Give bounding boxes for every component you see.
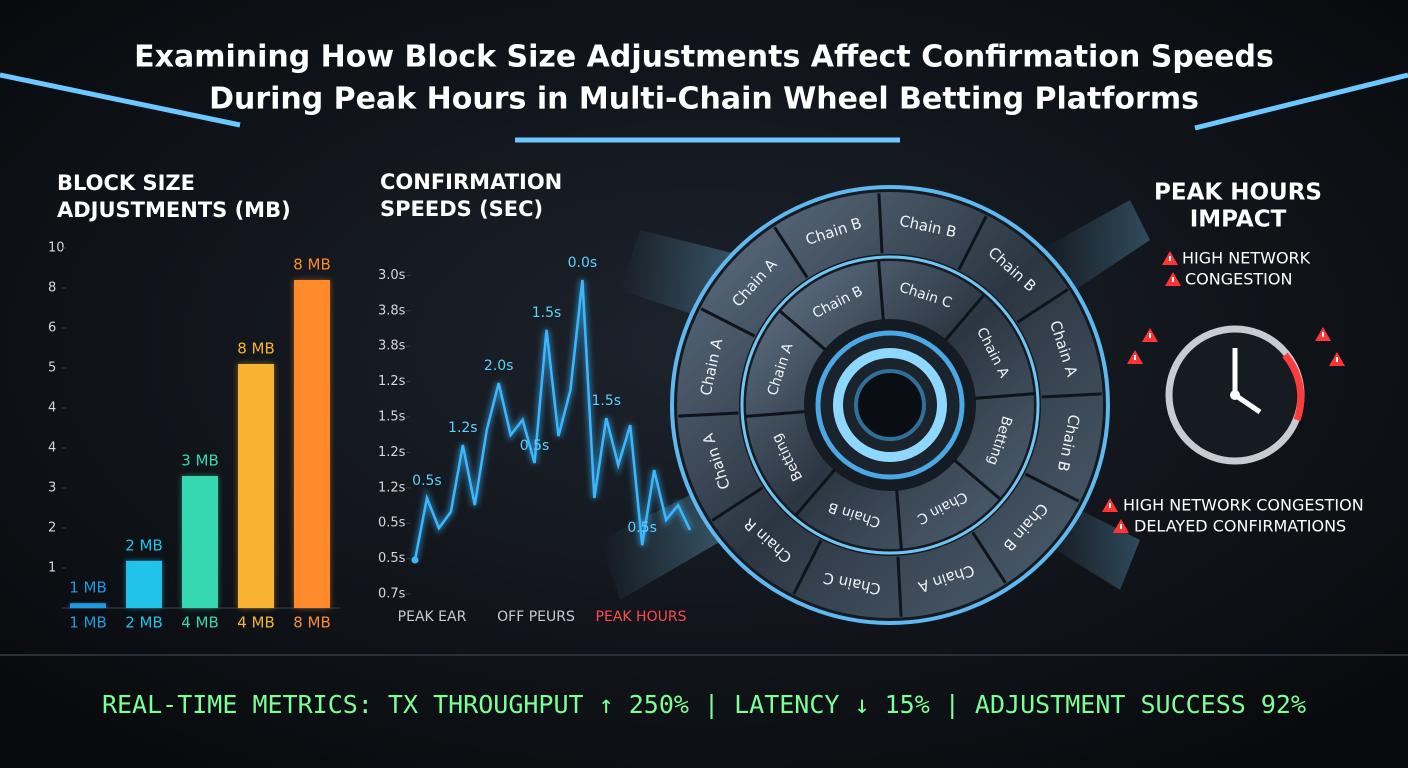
line	[413, 279, 692, 561]
point	[411, 556, 419, 564]
inner-ring	[746, 261, 1034, 549]
clock	[1165, 325, 1305, 465]
y-tick-label: 1.2s	[378, 445, 406, 460]
segment-divider	[971, 531, 1007, 584]
bar	[294, 280, 330, 608]
segment-divider	[678, 411, 739, 418]
alert-text: DELAYED CONFIRMATIONS	[1134, 517, 1346, 536]
x-label: OFF PEURS	[497, 609, 575, 625]
bar	[126, 560, 162, 608]
chart-title: ADJUSTMENTS (MB)	[57, 198, 291, 222]
y-tick-label: 3.8s	[378, 303, 406, 318]
light-ray	[1040, 200, 1150, 300]
title: Examining How Block Size Adjustments Aff…	[134, 40, 1274, 75]
clock-hand	[1233, 392, 1262, 415]
segment-divider	[745, 410, 806, 418]
segment-divider	[944, 293, 986, 342]
bar-label: 8 MB	[293, 256, 331, 274]
segment-divider	[778, 309, 827, 351]
title: During Peak Hours in Multi-Chain Wheel B…	[209, 82, 1199, 117]
annotation: 0.5s	[520, 438, 550, 454]
bar	[182, 476, 218, 608]
alert-text: CONGESTION	[1185, 270, 1292, 289]
y-tick-label: 6	[48, 321, 56, 336]
segment-divider	[877, 193, 884, 254]
y-tick-label: 10	[48, 241, 65, 256]
y-tick-label: 0.5s	[378, 516, 406, 531]
y-tick-label: 3.8s	[378, 339, 406, 354]
y-tick-label: 1.5s	[378, 410, 406, 425]
segment-divider	[792, 539, 823, 595]
annotation: 2.0s	[484, 358, 514, 374]
segment-divider	[1041, 392, 1102, 399]
hub-hole	[854, 369, 926, 441]
clock-alert-arc	[1282, 352, 1305, 422]
y-tick-label: 1.2s	[378, 480, 406, 495]
segment-divider	[877, 260, 885, 321]
x-tick-label: 4 MB	[181, 614, 219, 632]
annotation: 0.5s	[412, 473, 442, 489]
chart-title: CONFIRMATION	[380, 170, 562, 194]
light-beam	[1194, 72, 1408, 131]
hub-ring	[833, 348, 947, 462]
chart-title: BLOCK SIZE	[57, 171, 195, 195]
x-tick-label: 1 MB	[69, 614, 107, 632]
footer-metrics: REAL-TIME METRICS: TX THROUGHPUT ↑ 250% …	[102, 690, 1306, 719]
y-tick-label: 1.2s	[378, 374, 406, 389]
y-tick-label: 2	[48, 521, 56, 536]
y-tick-label: 3	[48, 481, 56, 496]
annotation: 1.2s	[448, 420, 478, 436]
annotation: 1.5s	[532, 305, 562, 321]
x-label: PEAK HOURS	[596, 609, 687, 625]
x-label: PEAK EAR	[398, 609, 467, 625]
outer-ring	[677, 192, 1103, 618]
y-tick-label: 3.0s	[378, 268, 406, 283]
y-tick-label: 5	[48, 361, 56, 376]
y-tick-label: 4	[48, 401, 56, 416]
bar-label: 8 MB	[237, 340, 275, 358]
segment-divider	[700, 307, 756, 338]
chart-title: SPEEDS (SEC)	[380, 197, 543, 221]
segment-divider	[711, 486, 764, 522]
segment-divider	[974, 392, 1035, 400]
annotation: 0.5s	[627, 520, 657, 536]
y-tick-label: 1	[48, 561, 56, 576]
segment-divider	[1024, 472, 1080, 503]
annotation: 0.0s	[568, 255, 598, 271]
segment-divider	[957, 215, 988, 271]
segment-divider	[1016, 288, 1069, 324]
segment-divider	[794, 468, 836, 517]
annotation: 1.5s	[592, 393, 622, 409]
x-tick-label: 8 MB	[293, 614, 331, 632]
segment-divider	[773, 226, 809, 279]
y-tick-label: 4	[48, 441, 56, 456]
y-tick-label: 8	[48, 281, 56, 296]
bar-label: 2 MB	[125, 536, 163, 554]
x-tick-label: 4 MB	[237, 614, 275, 632]
ring-divider	[740, 255, 1040, 555]
alert-text: HIGH NETWORK CONGESTION	[1123, 496, 1364, 515]
y-tick-label: 0.7s	[378, 587, 406, 602]
segment-divider	[953, 459, 1002, 501]
light-beam	[0, 72, 241, 128]
bar	[238, 364, 274, 608]
segment-divider	[895, 489, 903, 550]
bar	[70, 603, 106, 608]
clock-center	[1230, 390, 1240, 400]
panel-title: PEAK HOURS	[1154, 180, 1322, 206]
x-tick-label: 2 MB	[125, 614, 163, 632]
bar-label: 3 MB	[181, 452, 219, 470]
alert-text: HIGH NETWORK	[1182, 249, 1311, 268]
y-tick-label: 0.5s	[378, 551, 406, 566]
panel-title: IMPACT	[1190, 207, 1287, 233]
segment-divider	[896, 556, 903, 617]
bar-label: 1 MB	[69, 579, 107, 597]
